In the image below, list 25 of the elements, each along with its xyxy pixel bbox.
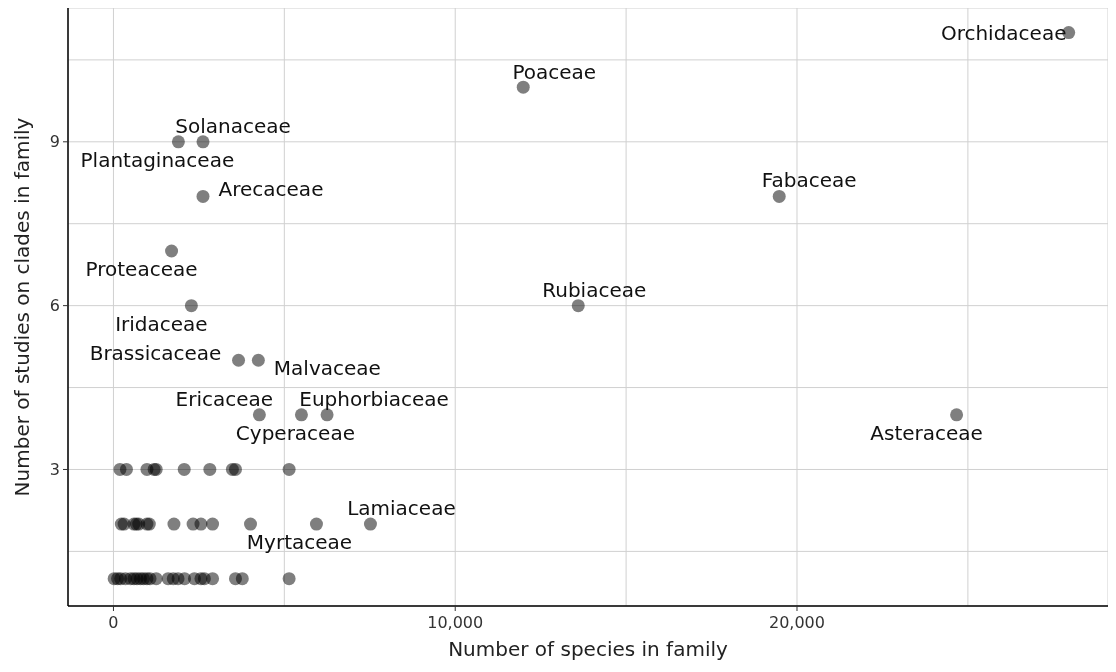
- x-tick-label: 10,000: [427, 613, 484, 632]
- x-tick-label: 20,000: [769, 613, 825, 632]
- annotation: Orchidaceae: [940, 20, 1067, 45]
- x-tick-label: 0: [108, 613, 119, 632]
- y-tick-label: 9: [49, 132, 60, 152]
- annotation: Rubiaceae: [542, 277, 647, 302]
- annotation: Ericaceae: [175, 386, 274, 411]
- annotation: Asteraceae: [870, 420, 983, 445]
- annotation: Brassicaceae: [89, 341, 222, 366]
- annotation: Proteaceae: [85, 257, 198, 282]
- annotation: Poaceae: [512, 60, 597, 85]
- annotation: Solanaceae: [175, 113, 291, 138]
- x-axis-title: Number of species in family: [448, 637, 729, 661]
- annotation: Arecaceae: [218, 177, 324, 202]
- annotation: Lamiaceae: [347, 496, 456, 521]
- annotation: Plantaginaceae: [80, 147, 235, 172]
- y-axis-title: Number of studies on clades in family: [10, 117, 35, 497]
- annotation: Fabaceae: [761, 168, 857, 193]
- y-tick-label: 6: [49, 296, 60, 316]
- annotation: Malvaceae: [273, 356, 381, 381]
- annotation: Cyperaceae: [235, 420, 355, 445]
- annotation: Iridaceae: [115, 311, 208, 336]
- y-tick-label: 3: [49, 460, 60, 480]
- annotation: Myrtaceae: [246, 530, 353, 555]
- annotation: Euphorbiaceae: [299, 386, 449, 411]
